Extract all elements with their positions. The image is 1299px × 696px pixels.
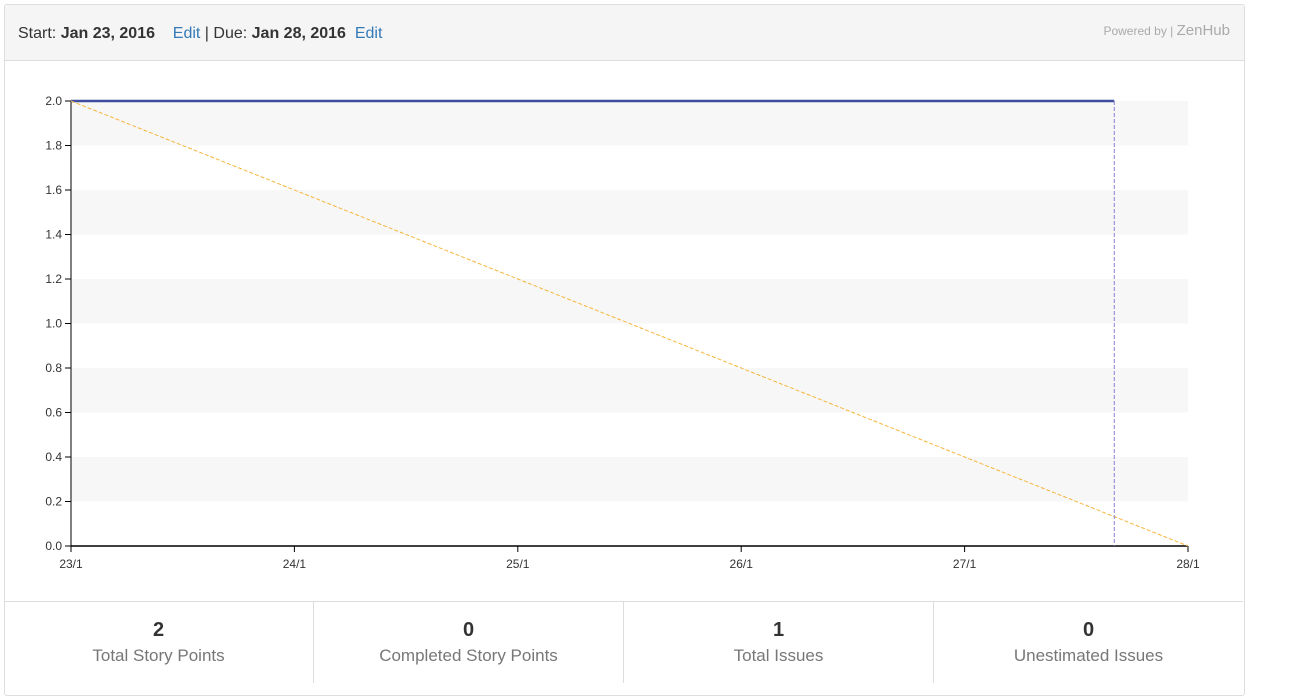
powered-by-text: Powered by |: [1103, 24, 1174, 38]
grid-band: [71, 457, 1188, 502]
grid-band: [71, 368, 1188, 413]
separator: |: [204, 25, 209, 42]
stat-value: 0: [462, 619, 475, 641]
stat-value: 2: [152, 619, 165, 641]
stat-total-story-points: 2 Total Story Points: [4, 602, 314, 683]
chart-lines: [70, 99, 1189, 547]
stat-unestimated-issues: 0 Unestimated Issues: [934, 602, 1243, 683]
zenhub-logo[interactable]: ZenHub: [1176, 22, 1230, 39]
due-date: Jan 28, 2016: [251, 25, 346, 42]
edit-start-link[interactable]: Edit: [172, 25, 201, 42]
y-tick-label: 1.4: [45, 228, 62, 242]
y-tick-label: 0.6: [45, 406, 62, 420]
y-tick-label: 1.2: [45, 272, 62, 286]
stat-value: 1: [772, 619, 785, 641]
panel-header: Start: Jan 23, 2016 Edit | Due: Jan 28, …: [5, 5, 1244, 61]
x-tick-label: 26/1: [730, 557, 754, 571]
grid-band: [71, 101, 1188, 146]
start-label: Start:: [18, 25, 57, 42]
y-tick-label: 0.2: [45, 495, 62, 509]
ideal-burndown-line: [70, 100, 1189, 547]
grid-bands: [71, 101, 1188, 502]
stat-value: 0: [1082, 619, 1095, 641]
burndown-chart: 0.0 0.2 0.4 0.6 0.8 1.0 1.2 1.4 1.6 1.8 2.0 23/1 24…: [45, 94, 1200, 571]
grid-band: [71, 279, 1188, 324]
start-date: Jan 23, 2016: [60, 25, 155, 42]
x-tick-label: 27/1: [953, 557, 977, 571]
stat-total-issues: 1 Total Issues: [624, 602, 934, 683]
stat-label: Total Issues: [733, 646, 824, 665]
powered-by: Powered by | ZenHub: [1103, 22, 1230, 39]
x-axis: 23/1 24/1 25/1 26/1 27/1 28/1: [59, 545, 1200, 571]
due-label: Due:: [213, 25, 248, 42]
stat-label: Unestimated Issues: [1013, 646, 1164, 665]
sprint-dates: Start: Jan 23, 2016 Edit | Due: Jan 28, …: [18, 25, 382, 43]
stat-completed-story-points: 0 Completed Story Points: [314, 602, 624, 683]
x-tick-label: 24/1: [283, 557, 307, 571]
x-tick-label: 28/1: [1176, 557, 1200, 571]
y-tick-label: 1.8: [45, 139, 62, 153]
y-tick-label: 2.0: [45, 94, 62, 108]
y-tick-label: 1.6: [45, 183, 62, 197]
stat-label: Total Story Points: [92, 646, 225, 665]
stat-label: Completed Story Points: [379, 646, 558, 665]
y-tick-label: 0.4: [45, 450, 62, 464]
x-tick-label: 25/1: [506, 557, 530, 571]
y-tick-label: 0.0: [45, 539, 62, 553]
x-tick-label: 23/1: [59, 557, 83, 571]
stats-bar: 2 Total Story Points 0 Completed Story P…: [4, 601, 1243, 683]
y-axis: 0.0 0.2 0.4 0.6 0.8 1.0 1.2 1.4 1.6 1.8 2.0: [45, 94, 72, 553]
y-tick-label: 1.0: [45, 317, 62, 331]
grid-band: [71, 190, 1188, 235]
edit-due-link[interactable]: Edit: [354, 25, 383, 42]
y-tick-label: 0.8: [45, 361, 62, 375]
